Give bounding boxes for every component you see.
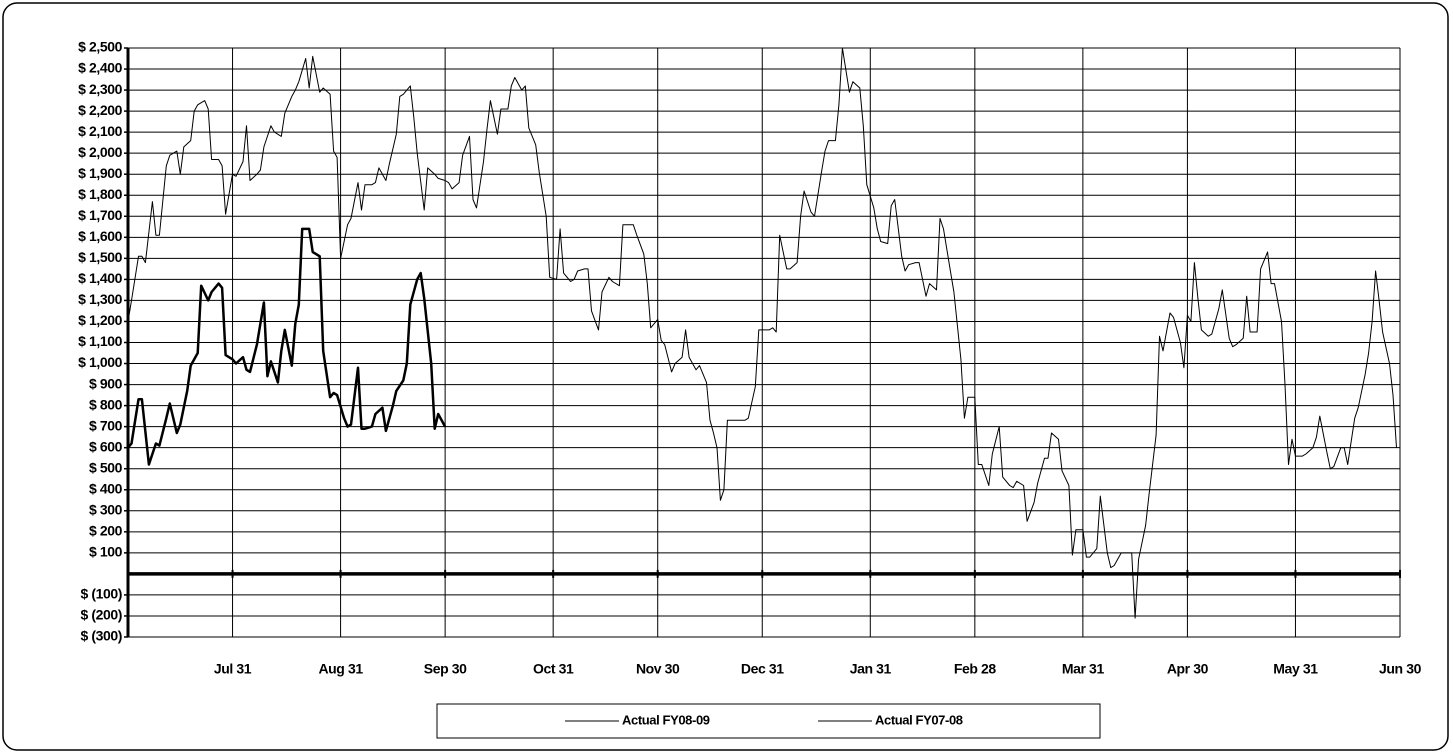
y-tick-label: $ 2,100 bbox=[78, 123, 123, 139]
x-tick-label: Sep 30 bbox=[424, 661, 467, 677]
y-tick-label: $ 200 bbox=[89, 523, 123, 539]
y-tick-label: $ 2,200 bbox=[78, 102, 123, 118]
x-tick-label: Oct 31 bbox=[533, 661, 574, 677]
x-tick-label: Apr 30 bbox=[1167, 661, 1209, 677]
x-tick-label: Mar 31 bbox=[1062, 661, 1105, 677]
y-tick-label: $ 1,600 bbox=[78, 228, 123, 244]
x-tick-label: Dec 31 bbox=[741, 661, 784, 677]
y-tick-label: $ 1,500 bbox=[78, 249, 123, 265]
y-tick-label: $ 800 bbox=[89, 396, 123, 412]
x-tick-label: Jan 31 bbox=[850, 661, 892, 677]
y-tick-label: $ (200) bbox=[80, 607, 122, 623]
x-tick-label: Feb 28 bbox=[954, 661, 997, 677]
y-tick-label: $ 300 bbox=[89, 501, 123, 517]
y-tick-label: $ 1,400 bbox=[78, 270, 123, 286]
x-tick-label: Aug 31 bbox=[318, 661, 363, 677]
legend-label: Actual FY07-08 bbox=[875, 712, 963, 727]
series-line bbox=[127, 47, 1397, 619]
y-tick-label: $ 2,400 bbox=[78, 60, 123, 76]
y-tick-label: $ (300) bbox=[80, 628, 122, 644]
y-tick-label: $ 1,200 bbox=[78, 312, 123, 328]
x-tick-label: Jul 31 bbox=[214, 661, 252, 677]
y-tick-label: $ 1,800 bbox=[78, 186, 123, 202]
y-tick-label: $ 2,300 bbox=[78, 81, 123, 97]
y-tick-label: $ 2,000 bbox=[78, 144, 123, 160]
series-line bbox=[127, 227, 447, 466]
y-tick-label: $ 100 bbox=[89, 544, 123, 560]
y-tick-label: $ 400 bbox=[89, 480, 123, 496]
y-tick-label: $ 1,000 bbox=[78, 354, 123, 370]
y-tick-label: $ 600 bbox=[89, 438, 123, 454]
x-tick-label: May 31 bbox=[1273, 661, 1318, 677]
y-tick-label: $ 700 bbox=[89, 417, 123, 433]
x-tick-label: Nov 30 bbox=[636, 661, 680, 677]
y-tick-label: $ (100) bbox=[80, 586, 122, 602]
y-tick-label: $ 1,100 bbox=[78, 333, 123, 349]
y-tick-label: $ 1,700 bbox=[78, 207, 123, 223]
legend-box bbox=[436, 703, 1101, 739]
y-tick-label: $ 1,300 bbox=[78, 291, 123, 307]
y-tick-label: $ 500 bbox=[89, 459, 123, 475]
x-tick-label: Jun 30 bbox=[1379, 661, 1422, 677]
y-tick-label: $ 2,500 bbox=[78, 39, 123, 55]
y-tick-label: $ 900 bbox=[89, 375, 123, 391]
legend-label: Actual FY08-09 bbox=[622, 712, 710, 727]
y-tick-label: $ 1,900 bbox=[78, 165, 123, 181]
